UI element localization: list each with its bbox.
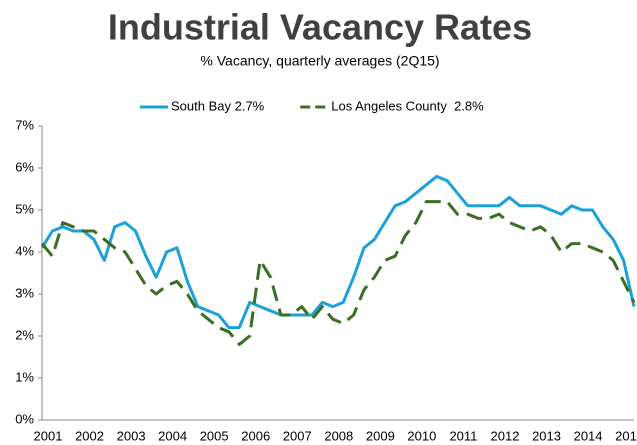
x-tick-label: 2010	[407, 428, 436, 443]
x-tick-label: 2015	[615, 428, 637, 443]
series-line	[40, 174, 636, 330]
x-tick-label: 2007	[283, 428, 312, 443]
y-tick-label: 6%	[15, 159, 34, 174]
chart-subtitle: % Vacancy, quarterly averages (2Q15)	[200, 53, 439, 69]
x-tick-label: 2008	[324, 428, 353, 443]
x-tick-label: 2001	[34, 428, 63, 443]
legend-label: South Bay 2.7%	[171, 98, 265, 113]
y-tick-label: 1%	[15, 369, 34, 384]
series-line	[40, 200, 636, 346]
x-tick-label: 2011	[449, 428, 477, 443]
y-tick-label: 2%	[15, 327, 34, 342]
x-tick-label: 2002	[75, 428, 104, 443]
y-tick-label: 0%	[15, 411, 34, 426]
y-tick-label: 4%	[15, 243, 34, 258]
x-tick-label: 2004	[158, 428, 187, 443]
legend-label: Los Angeles County 2.8%	[331, 98, 484, 113]
x-tick-label: 2013	[532, 428, 561, 443]
y-tick-label: 5%	[15, 201, 34, 216]
x-tick-label: 2005	[200, 428, 229, 443]
x-tick-label: 2003	[117, 428, 146, 443]
x-tick-label: 2012	[491, 428, 520, 443]
y-tick-label: 7%	[15, 117, 34, 132]
x-tick-label: 2014	[574, 428, 603, 443]
x-tick-label: 2009	[366, 428, 395, 443]
chart-title: Industrial Vacancy Rates	[108, 7, 532, 48]
y-tick-label: 3%	[15, 285, 34, 300]
x-tick-label: 2006	[241, 428, 270, 443]
